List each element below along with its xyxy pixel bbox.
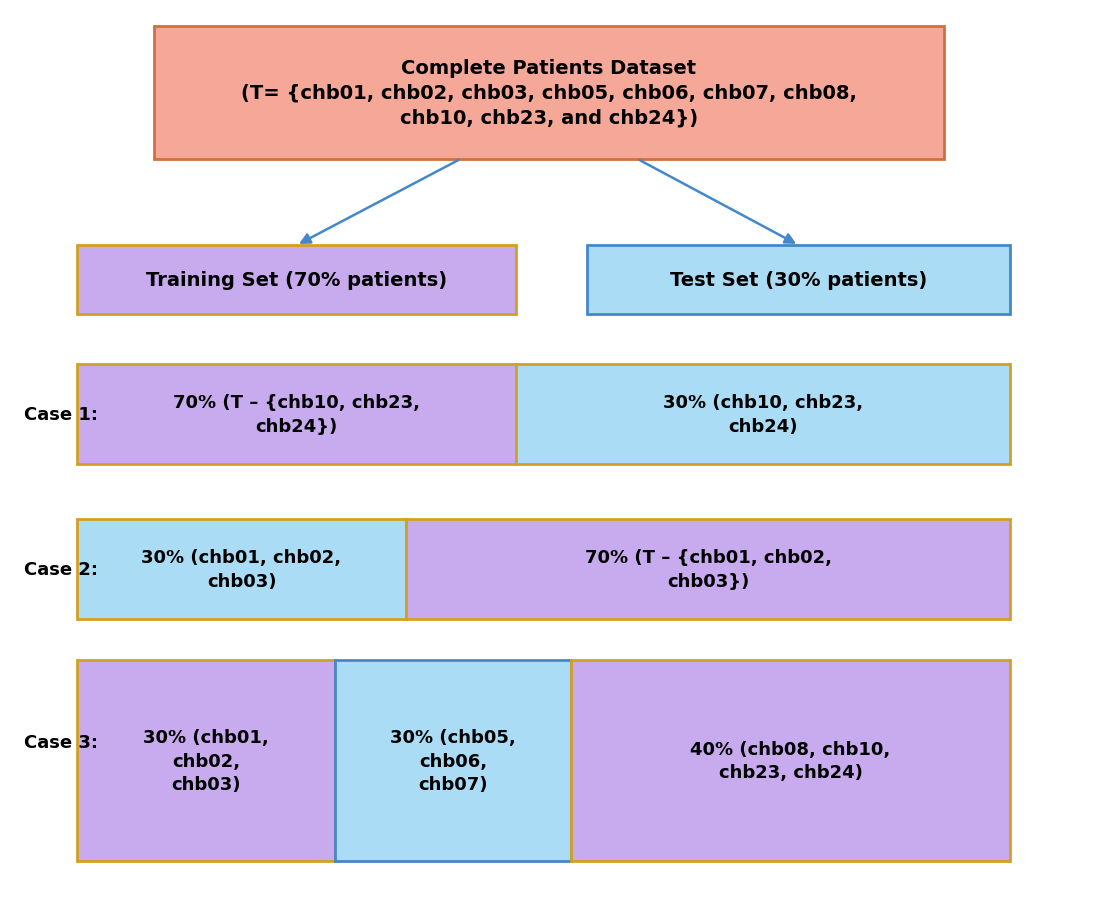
FancyBboxPatch shape (77, 246, 516, 314)
Text: 70% (T – {chb10, chb23,
chb24}): 70% (T – {chb10, chb23, chb24}) (173, 394, 419, 435)
Text: Case 3:: Case 3: (24, 733, 98, 752)
FancyBboxPatch shape (77, 660, 335, 861)
FancyBboxPatch shape (516, 364, 1010, 465)
FancyBboxPatch shape (406, 519, 1010, 619)
Text: 70% (T – {chb01, chb02,
chb03}): 70% (T – {chb01, chb02, chb03}) (585, 548, 831, 590)
Text: 30% (chb05,
chb06,
chb07): 30% (chb05, chb06, chb07) (390, 728, 516, 793)
Text: Case 1:: Case 1: (24, 405, 98, 424)
Text: 30% (chb10, chb23,
chb24): 30% (chb10, chb23, chb24) (663, 394, 863, 435)
Text: Test Set (30% patients): Test Set (30% patients) (670, 271, 928, 290)
FancyBboxPatch shape (571, 660, 1010, 861)
Text: Complete Patients Dataset
(T= {chb01, chb02, chb03, chb05, chb06, chb07, chb08,
: Complete Patients Dataset (T= {chb01, ch… (242, 59, 856, 128)
Text: 30% (chb01, chb02,
chb03): 30% (chb01, chb02, chb03) (142, 548, 341, 590)
FancyBboxPatch shape (335, 660, 571, 861)
FancyBboxPatch shape (587, 246, 1010, 314)
Text: Training Set (70% patients): Training Set (70% patients) (146, 271, 447, 290)
Text: 40% (chb08, chb10,
chb23, chb24): 40% (chb08, chb10, chb23, chb24) (691, 740, 890, 782)
FancyBboxPatch shape (154, 27, 944, 159)
Text: 30% (chb01,
chb02,
chb03): 30% (chb01, chb02, chb03) (143, 728, 269, 793)
Text: Case 2:: Case 2: (24, 560, 98, 578)
FancyBboxPatch shape (77, 364, 516, 465)
FancyBboxPatch shape (77, 519, 406, 619)
